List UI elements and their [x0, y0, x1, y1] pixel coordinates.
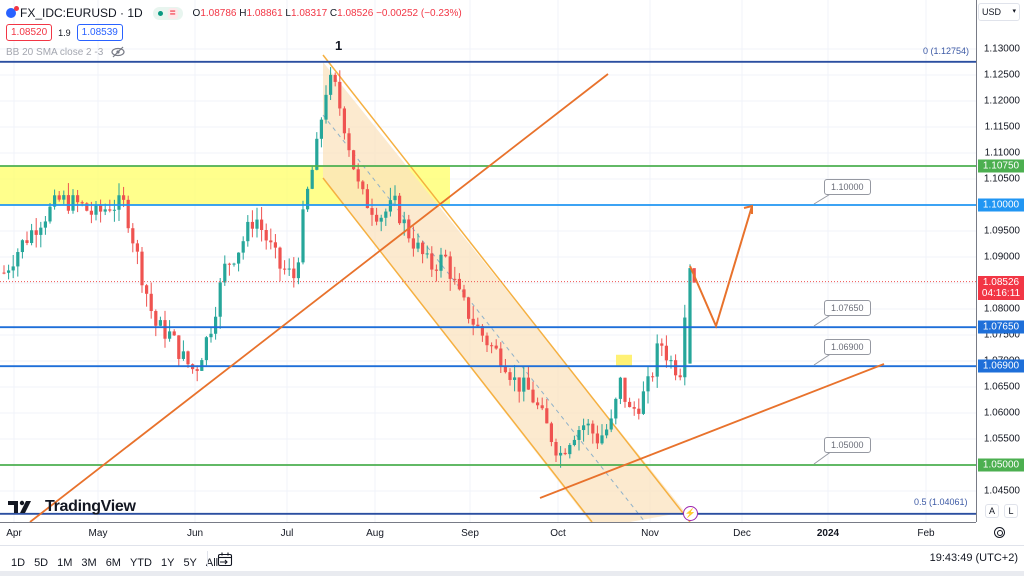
settings-gear-icon[interactable] — [994, 527, 1005, 538]
price-tick-label: 1.10500 — [983, 173, 1020, 185]
indicator-legend[interactable]: BB 20 SMA close 2 -3 — [6, 46, 126, 58]
buy-button[interactable]: 1.08539 — [76, 24, 123, 41]
toolbar-divider — [207, 551, 208, 567]
range-button-5d[interactable]: 5D — [34, 557, 49, 569]
price-tick-label: 1.06500 — [983, 381, 1020, 393]
bar-countdown: 04:16:11 — [981, 287, 1021, 299]
range-button-all[interactable]: All — [205, 557, 219, 569]
time-tick-label: Dec — [733, 528, 751, 539]
ohlc-values: O1.08786 H1.08861 L1.08317 C1.08526 −0.0… — [192, 7, 462, 19]
market-status-pill[interactable]: = — [152, 6, 183, 20]
indicator-label: BB 20 SMA close 2 -3 — [6, 46, 104, 58]
tradingview-logo-icon — [8, 500, 31, 513]
channel-midline — [322, 114, 646, 522]
go-to-date-calendar-icon[interactable] — [217, 552, 233, 567]
range-button-1d[interactable]: 1D — [11, 557, 26, 569]
symbol-header: FX_IDC:EURUSD · 1D = O1.08786 H1.08861 L… — [6, 6, 466, 20]
price-tick-label: 1.12000 — [983, 95, 1020, 107]
price-tick-label: 1.11000 — [984, 147, 1020, 159]
spread-value: 1.9 — [58, 27, 71, 38]
time-tick-label: Sep — [461, 528, 479, 539]
candlesticks[interactable] — [2, 67, 696, 468]
price-callout-1-05000[interactable]: 1.05000 — [824, 437, 871, 453]
date-range-buttons: 1D 5D 1M 3M 6M YTD 1Y 5Y All — [11, 553, 227, 571]
price-tick-label: 1.12500 — [983, 69, 1020, 81]
price-tick-label: 1.05500 — [983, 433, 1020, 445]
tradingview-logo-text: TradingView — [45, 498, 136, 515]
ascending-trendline[interactable] — [29, 73, 609, 522]
descending-channel-fill — [323, 62, 685, 522]
price-level-tag[interactable]: 1.06900 — [978, 359, 1024, 373]
price-tick-label: 1.08000 — [983, 303, 1020, 315]
log-scale-button[interactable]: L — [1004, 504, 1018, 518]
price-level-tag[interactable]: 1.07650 — [978, 320, 1024, 334]
time-axis[interactable]: Apr May Jun Jul Aug Sep Oct Nov Dec 2024 Feb — [0, 522, 976, 544]
price-tick-label: 1.13000 — [983, 43, 1020, 55]
price-tick-label: 1.06000 — [983, 407, 1020, 419]
time-tick-label: Jun — [186, 528, 204, 539]
time-tick-label: Jul — [280, 528, 294, 539]
range-button-5y[interactable]: 5Y — [183, 557, 197, 569]
time-tick-label: Nov — [641, 528, 659, 539]
lightning-event-icon[interactable]: ⚡ — [683, 506, 698, 521]
price-tick-label: 1.07500 — [983, 329, 1020, 341]
price-tick-label: 1.09000 — [983, 251, 1020, 263]
highlight-marker[interactable] — [616, 354, 632, 367]
time-tick-label: 2024 — [816, 528, 840, 539]
price-callout-1-07650[interactable]: 1.07650 — [824, 300, 871, 316]
time-tick-label: Aug — [366, 528, 384, 539]
price-callout-1-10000[interactable]: 1.10000 — [824, 179, 871, 195]
price-tick-label: 1.04500 — [983, 485, 1020, 497]
time-tick-label: May — [88, 528, 108, 539]
data-status-icon: = — [167, 7, 178, 19]
projection-arrowhead-icon — [743, 204, 753, 214]
currency-select[interactable]: USD ▾ — [978, 3, 1020, 21]
price-level-tag[interactable]: 1.10000 — [978, 198, 1024, 212]
projection-path[interactable] — [689, 205, 753, 329]
range-button-1y[interactable]: 1Y — [160, 557, 175, 569]
eye-crossed-icon[interactable] — [110, 46, 126, 58]
fib-level-0-label: 0 (1.12754) — [923, 46, 970, 56]
range-button-3m[interactable]: 3M — [81, 557, 97, 569]
support-trendline[interactable] — [539, 363, 885, 499]
last-price-value: 1.08526 — [982, 276, 1020, 288]
time-tick-label: Apr — [6, 528, 22, 539]
price-axis[interactable]: 1.13000 1.12500 1.12000 1.11500 1.11000 1.105… — [976, 0, 1024, 522]
market-open-dot-icon — [157, 10, 163, 16]
price-level-tag[interactable]: 1.05000 — [978, 458, 1024, 472]
price-chart-canvas[interactable] — [0, 0, 976, 522]
price-change: −0.00252 (−0.23%) — [376, 7, 462, 19]
range-button-1m[interactable]: 1M — [57, 557, 73, 569]
channel-upper-line[interactable] — [322, 54, 691, 522]
range-button-6m[interactable]: 6M — [105, 557, 121, 569]
range-button-ytd[interactable]: YTD — [129, 557, 152, 569]
footer-strip — [0, 571, 1024, 576]
chart-pane[interactable]: FX_IDC:EURUSD · 1D = O1.08786 H1.08861 L… — [0, 0, 976, 522]
last-price-tag[interactable]: 1.08526 04:16:11 — [978, 275, 1024, 300]
bottom-toolbar: 1D 5D 1M 3M 6M YTD 1Y 5Y All 19:43:49 (UTC+2) — [0, 545, 1024, 571]
price-level-tag[interactable]: 1.10750 — [978, 159, 1024, 173]
auto-scale-button[interactable]: A — [985, 504, 999, 518]
clock-timezone[interactable]: 19:43:49 (UTC+2) — [929, 552, 1018, 564]
time-tick-label: Feb — [917, 528, 935, 539]
chevron-down-icon: ▾ — [1012, 8, 1016, 15]
price-tick-label: 1.09500 — [983, 225, 1020, 237]
time-tick-label: Oct — [550, 528, 566, 539]
fib-level-0-5-label: 0.5 (1.04061) — [914, 497, 968, 507]
symbol-logo-icon — [6, 6, 19, 18]
tradingview-logo[interactable]: TradingView — [8, 498, 136, 516]
symbol-title[interactable]: FX_IDC:EURUSD · 1D — [20, 6, 143, 20]
sell-button[interactable]: 1.08520 — [6, 24, 53, 41]
quote-row: 1.08520 1.9 1.08539 — [6, 24, 123, 41]
price-callout-1-06900[interactable]: 1.06900 — [824, 339, 871, 355]
price-tick-label: 1.11500 — [984, 121, 1020, 133]
wave-label[interactable]: 1 — [335, 38, 343, 53]
